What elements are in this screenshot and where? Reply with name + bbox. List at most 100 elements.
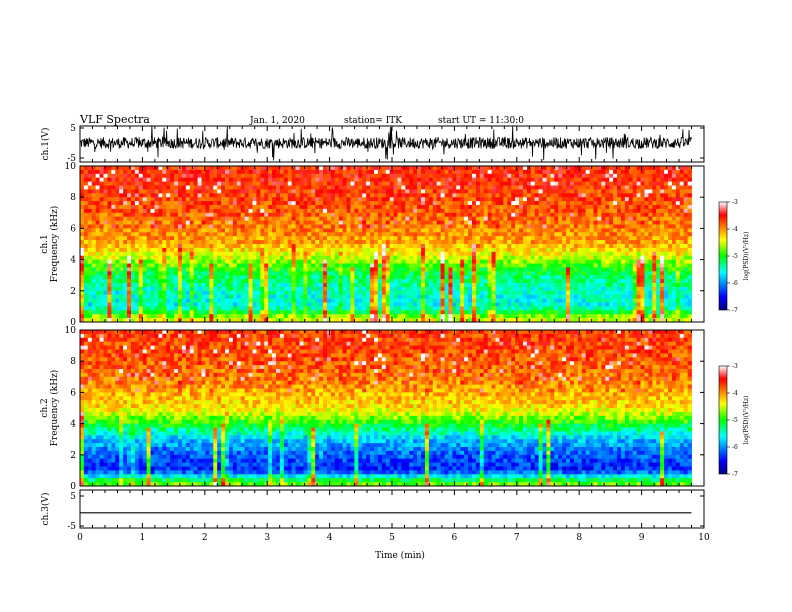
spectrogram-cell (291, 224, 296, 229)
spectrogram-cell (526, 169, 532, 175)
spectrogram-cell (178, 294, 183, 299)
spectrogram-cell (530, 193, 536, 198)
spectrogram-cell (350, 232, 355, 237)
spectrogram-cell (503, 244, 508, 249)
spectrogram-cell (240, 228, 246, 233)
spectrogram-cell (393, 224, 398, 229)
spectrogram-cell (91, 279, 97, 284)
spectrogram-cell (201, 185, 206, 190)
spectrogram-cell (346, 310, 351, 315)
spectrogram-cell (185, 318, 191, 323)
spectrogram-cell (526, 244, 532, 249)
spectrogram-cell (452, 286, 457, 292)
spectrogram-cell (546, 267, 551, 272)
spectrogram-cell (405, 177, 410, 182)
spectrogram-cell (99, 173, 104, 179)
spectrogram-cell (279, 208, 285, 214)
spectrogram-cell (162, 166, 167, 171)
spectrogram-cell (311, 302, 316, 307)
spectrogram-cell (107, 259, 112, 264)
spectrogram-cell (405, 255, 410, 260)
spectrogram-cell (95, 189, 100, 194)
spectrogram-cell (456, 232, 461, 237)
spectrogram-cell (115, 197, 120, 202)
spectrogram-cell (252, 294, 257, 299)
spectrogram-cell (264, 197, 269, 202)
spectrogram-cell (515, 255, 520, 260)
spectrogram-cell (287, 255, 293, 260)
spectrogram-cell (495, 247, 500, 253)
spectrogram-cell (315, 212, 320, 218)
spectrogram-cell (244, 283, 249, 288)
spectrogram-cell (534, 294, 540, 299)
spectrogram-cell (260, 197, 265, 202)
spectrogram-cell (268, 224, 273, 229)
spectrogram-cell (146, 228, 151, 233)
spectrogram-cell (475, 314, 481, 319)
spectrogram-cell (472, 247, 477, 253)
spectrogram-cell (311, 197, 316, 202)
spectrogram-cell (542, 251, 547, 257)
spectrogram-cell (174, 205, 179, 210)
spectrogram-cell (291, 275, 296, 280)
spectrogram-cell (350, 216, 355, 221)
spectrogram-cell (150, 263, 155, 268)
spectrogram-cell (248, 193, 253, 198)
spectrogram-cell (460, 294, 465, 299)
spectrogram-cell (181, 290, 187, 296)
spectrogram-cell (134, 259, 140, 264)
spectrogram-cell (217, 244, 222, 249)
spectrogram-cell (460, 185, 465, 190)
spectrogram-cell (468, 263, 473, 268)
spectrogram-cell (389, 290, 394, 296)
spectrogram-cell (166, 298, 171, 303)
spectrogram-cell (193, 177, 198, 182)
spectrogram-cell (154, 286, 159, 292)
spectrogram-cell (440, 259, 445, 264)
spectrogram-cell (366, 205, 371, 210)
spectrogram-cell (99, 169, 104, 175)
spectrogram-cell (491, 189, 496, 194)
spectrogram-cell (264, 286, 269, 292)
date-label: Jan. 1, 2020 (249, 116, 305, 126)
spectrogram-cell (385, 189, 391, 194)
spectrogram-cell (456, 201, 461, 206)
spectrogram-cell (444, 244, 449, 249)
spectrogram-cell (236, 283, 242, 288)
spectrogram-cell (421, 310, 426, 315)
spectrogram-cell (315, 220, 320, 225)
spectrogram-cell (479, 232, 485, 237)
spectrogram-cell (460, 189, 465, 194)
spectrogram-cell (554, 275, 559, 280)
spectrogram-cell (299, 294, 304, 299)
spectrogram-cell (448, 212, 453, 218)
spectrogram-cell (468, 189, 473, 194)
spectrogram-cell (138, 267, 144, 272)
spectrogram-cell (142, 290, 148, 296)
spectrogram-cell (542, 240, 547, 245)
spectrogram-cell (111, 286, 116, 292)
spectrogram-cell (162, 185, 167, 190)
spectrogram-cell (472, 181, 477, 186)
spectrogram-cell (272, 193, 277, 198)
spectrogram-cell (287, 189, 293, 194)
spectrogram-cell (158, 251, 163, 257)
spectrogram-cell (303, 314, 308, 319)
spectrogram-cell (264, 181, 269, 186)
spectrogram-cell (456, 251, 461, 257)
spectrogram-cell (119, 294, 124, 299)
spectrogram-cell (150, 189, 155, 194)
spectrogram-cell (424, 212, 430, 218)
spectrogram-cell (107, 201, 112, 206)
spectrogram-cell (146, 271, 151, 276)
spectrogram-cell (483, 177, 489, 182)
spectrogram-cell (511, 181, 516, 186)
spectrogram-cell (146, 279, 151, 284)
spectrogram-cell (162, 232, 167, 237)
spectrogram-cell (413, 232, 418, 237)
spectrogram-cell (272, 314, 277, 319)
spectrogram-cell (428, 220, 434, 225)
spectrogram-cell (119, 255, 124, 260)
spectrogram-cell (472, 259, 477, 264)
spectrogram-cell (350, 236, 355, 241)
